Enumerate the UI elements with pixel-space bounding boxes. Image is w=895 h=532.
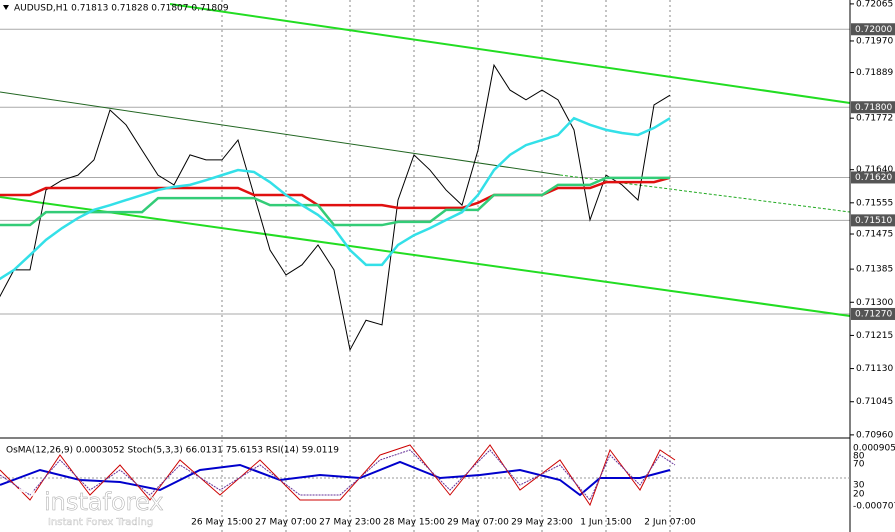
x-tick-label: 1 Jun 15:00 — [580, 518, 632, 528]
x-tick-label: 27 May 07:00 — [255, 518, 317, 528]
y-tick-label: 0.71640 — [856, 165, 893, 175]
level-box — [851, 23, 895, 36]
level-label: 0.71510 — [855, 216, 892, 226]
level-label: 0.71800 — [855, 103, 892, 113]
plot — [0, 63, 671, 352]
y-tick-label: 0.71970 — [856, 36, 893, 46]
indicator-axis-label: 70 — [853, 460, 865, 470]
watermark-logo — [9, 488, 39, 518]
watermark-brand: instaforex — [44, 488, 164, 516]
level-label: 0.71270 — [855, 309, 892, 319]
level-box — [851, 171, 895, 184]
stoch-signal — [0, 449, 676, 501]
indicator-pane: OsMA(12,26,9) 0.0003052 Stoch(5,3,3) 66.… — [0, 444, 895, 512]
y-tick-label: 0.71772 — [856, 114, 893, 124]
y-tick-label: 0.71300 — [856, 298, 893, 308]
channel-mid — [0, 91, 561, 176]
y-tick-label: 0.71889 — [856, 68, 893, 78]
level-box — [851, 307, 895, 320]
series-line — [0, 116, 671, 281]
y-tick-label: 0.70960 — [856, 430, 893, 440]
x-tick-label: 2 Jun 07:00 — [644, 518, 696, 528]
x-tick-label: 29 May 23:00 — [511, 518, 573, 528]
y-tick-label: 0.71475 — [856, 230, 893, 240]
y-tick-label: 0.71045 — [856, 397, 893, 407]
level-label: 0.72000 — [855, 25, 892, 35]
watermark: instaforex Instant Forex Trading — [9, 488, 164, 528]
watermark-slogan: Instant Forex Trading — [48, 517, 153, 528]
level-box — [851, 101, 895, 114]
series-line — [0, 63, 671, 352]
y-tick-label: 0.72065 — [856, 0, 893, 9]
indicator-axis-label: 30 — [853, 481, 865, 491]
indicator-axis-label: -0.000707 — [853, 502, 895, 512]
x-tick-label: 29 May 07:00 — [447, 518, 509, 528]
indicator-axis-label: 20 — [853, 490, 865, 500]
chart-title: AUDUSD,H1 0.71813 0.71828 0.71807 0.7180… — [14, 4, 229, 14]
grid — [0, 0, 850, 532]
y-tick-label: 0.71555 — [856, 198, 893, 208]
indicator-axis-label: 80 — [853, 452, 865, 462]
series-line — [0, 176, 671, 210]
indicator-axis-label: 0.0009059 — [853, 444, 895, 454]
x-tick-label: 28 May 15:00 — [383, 518, 445, 528]
x-tick-label: 26 May 15:00 — [191, 518, 253, 528]
price-axis-bg — [850, 0, 895, 532]
axis: 0.72065 0.71970 0.71889 0.71772 0.71640 0.715… — [191, 0, 895, 528]
title-arrow — [3, 5, 9, 10]
channel-mid-ext — [559, 174, 851, 213]
y-tick-label: 0.71215 — [856, 331, 893, 341]
level-box — [851, 214, 895, 227]
y-tick-label: 0.71130 — [856, 364, 893, 374]
indicator-label: OsMA(12,26,9) 0.0003052 Stoch(5,3,3) 66.… — [6, 446, 339, 456]
series-line — [0, 176, 670, 227]
channel-top — [169, 3, 851, 104]
x-tick-label: 27 May 23:00 — [319, 518, 381, 528]
level-label: 0.71620 — [855, 173, 892, 183]
y-tick-label: 0.71385 — [856, 265, 893, 275]
channel-bottom — [0, 196, 851, 317]
